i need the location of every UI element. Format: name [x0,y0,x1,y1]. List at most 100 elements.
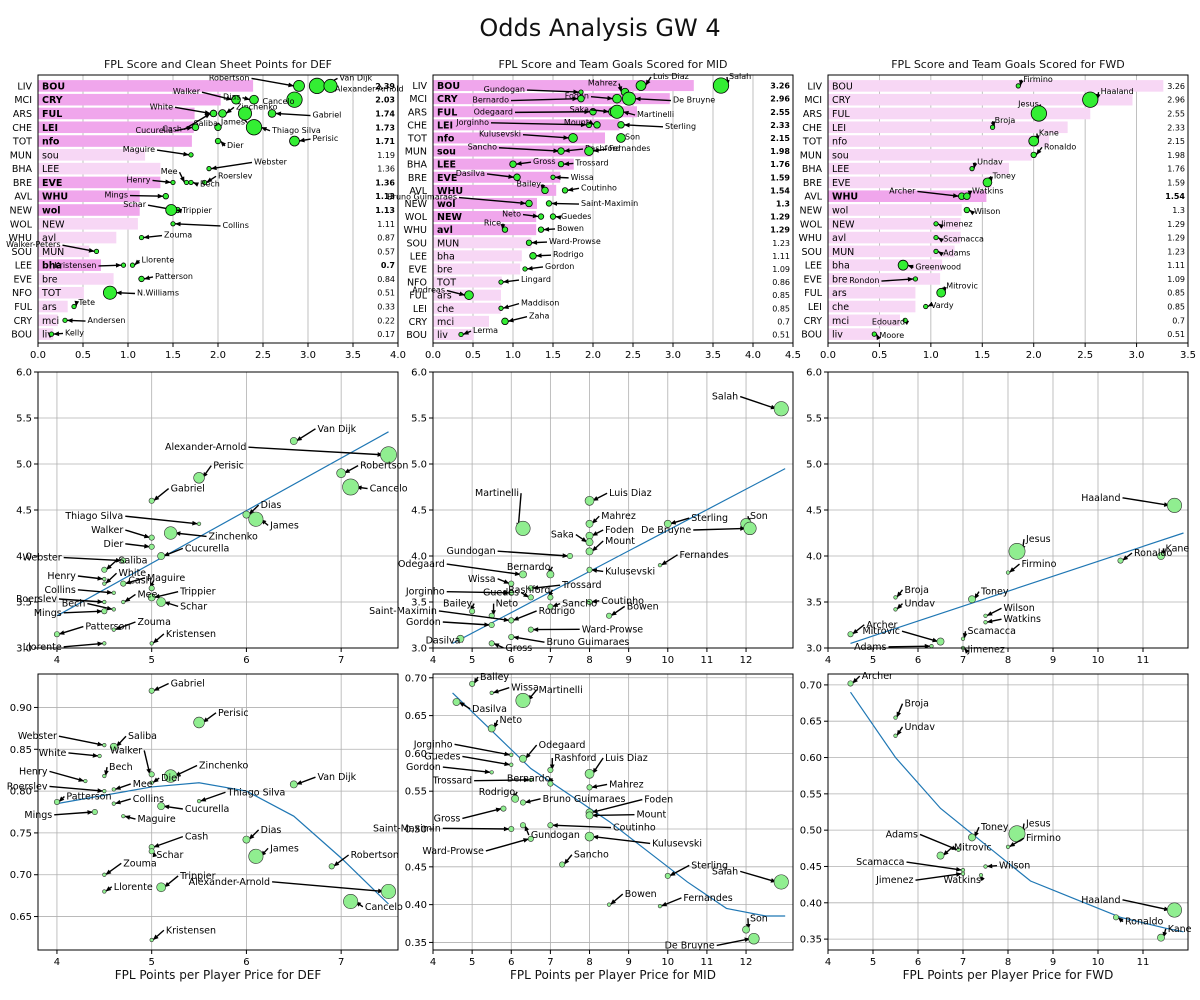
label-arrow-head [938,251,944,257]
player-label: Jesus [1017,100,1039,109]
value-label: 0.87 [377,234,395,243]
player-bubble [469,608,476,615]
player-label: Son [750,913,768,924]
x-tick-label: 10 [1092,655,1105,666]
player-cancelo: Cancelo [342,478,408,496]
team-label: NEW [9,206,32,217]
player-label: Dasilva [456,169,485,178]
label-arrow-head [97,741,104,747]
opponent-label: MUN [42,247,64,258]
player-de-bruyne: De Bruyne [621,91,715,106]
label-arrow-head [193,182,199,187]
player-label: Ward-Prowse [422,846,484,857]
y-tick-label: 4.5 [411,506,427,517]
label-arrow-head [244,96,250,101]
player-label: Luis Diaz [653,72,689,81]
label-arrow-head [492,688,499,694]
player-label: Mount [636,810,666,821]
player-bubble [193,716,205,729]
x-tick-label: 2.0 [1026,350,1042,361]
label-arrow-head [986,611,993,616]
x-tick-label: 4.5 [785,350,801,361]
player-bubble [933,248,939,254]
player-label: Rashford [585,144,620,153]
player-broja: Broja [893,585,929,600]
opponent-label: mci [437,317,454,328]
opponent-label: avl [42,233,56,244]
player-andreas: Andreas [412,286,474,300]
label-arrow-head [152,638,159,644]
player-bubble [584,496,595,506]
player-kristensen: Kristensen [149,629,216,646]
value-label: 2.33 [770,121,790,130]
y-tick-label: 0.35 [405,938,427,949]
label-arrow-head [114,785,121,790]
player-bubble [893,607,898,612]
player-fernandes: Fernandes [657,893,733,909]
opponent-label: bha [437,251,455,262]
label-arrow-head [296,780,303,785]
player-label: Tete [78,298,96,307]
label-arrow-head [296,436,303,441]
label-arrow-head [952,193,959,198]
player-label: Haaland [1101,87,1134,96]
label-arrow-head [603,108,609,114]
player-label: Son [750,511,768,522]
opponent-label: liv [437,330,448,341]
label-arrow-head [573,89,579,95]
x-tick-label: 2.0 [210,350,226,361]
player-kulusevski: Kulusevski [584,831,702,849]
player-bubble [989,124,996,130]
label-arrow-head [551,201,558,206]
player-bubble [963,192,971,200]
player-label: Saliba [194,119,219,128]
player-dias: Dias [242,825,281,844]
team-label: LIV [807,81,822,92]
player-foden: Foden [565,92,622,104]
player-bubble [547,594,554,601]
opponent-label: NEW [832,219,855,230]
player-bubble [188,152,194,158]
bar-cry [433,315,489,327]
opponent-label: ars [42,302,57,313]
player-bubble [93,248,100,254]
label-arrow [526,89,580,93]
label-arrow [552,824,612,829]
player-toney: Toney [982,171,1016,188]
opponent-label: wol [42,206,61,217]
player-bubble [342,478,360,496]
player-white: White [102,568,146,586]
bar-bou [38,328,54,340]
player-label: Fernandes [680,550,729,561]
team-label: MUN [800,150,822,161]
player-label: Undav [905,599,936,610]
player-label: Mitrovic [946,282,978,291]
label-arrow [462,755,511,766]
player-bubble [586,784,593,791]
label-arrow-head [591,784,598,789]
player-rashford: Rashford [547,753,596,774]
x-tick-label: 12 [740,957,753,968]
label-arrow-head [514,571,521,576]
player-bech: Bech [62,599,116,612]
player-kane: Kane [1157,543,1189,560]
label-arrow [906,861,962,871]
player-dasilva: Dasilva [456,169,521,181]
player-maguire: Maguire [120,573,185,587]
player-label: Neto [496,599,519,610]
player-dier: Dier [104,539,155,550]
player-label: Greenwood [915,262,961,271]
player-bubble [586,566,593,573]
y-tick-label: 5.0 [806,460,822,471]
label-arrow-head [503,304,509,309]
player-james: James [248,843,299,864]
player-bubble [902,317,908,323]
label-arrow-head [183,151,189,157]
opponent-label: mci [42,316,59,327]
player-bubble [209,109,218,118]
player-bubble [109,742,118,751]
player-bubble [983,613,988,618]
player-label: Gabriel [313,111,342,120]
player-bubble [157,802,166,811]
player-mee: Mee [161,167,190,186]
